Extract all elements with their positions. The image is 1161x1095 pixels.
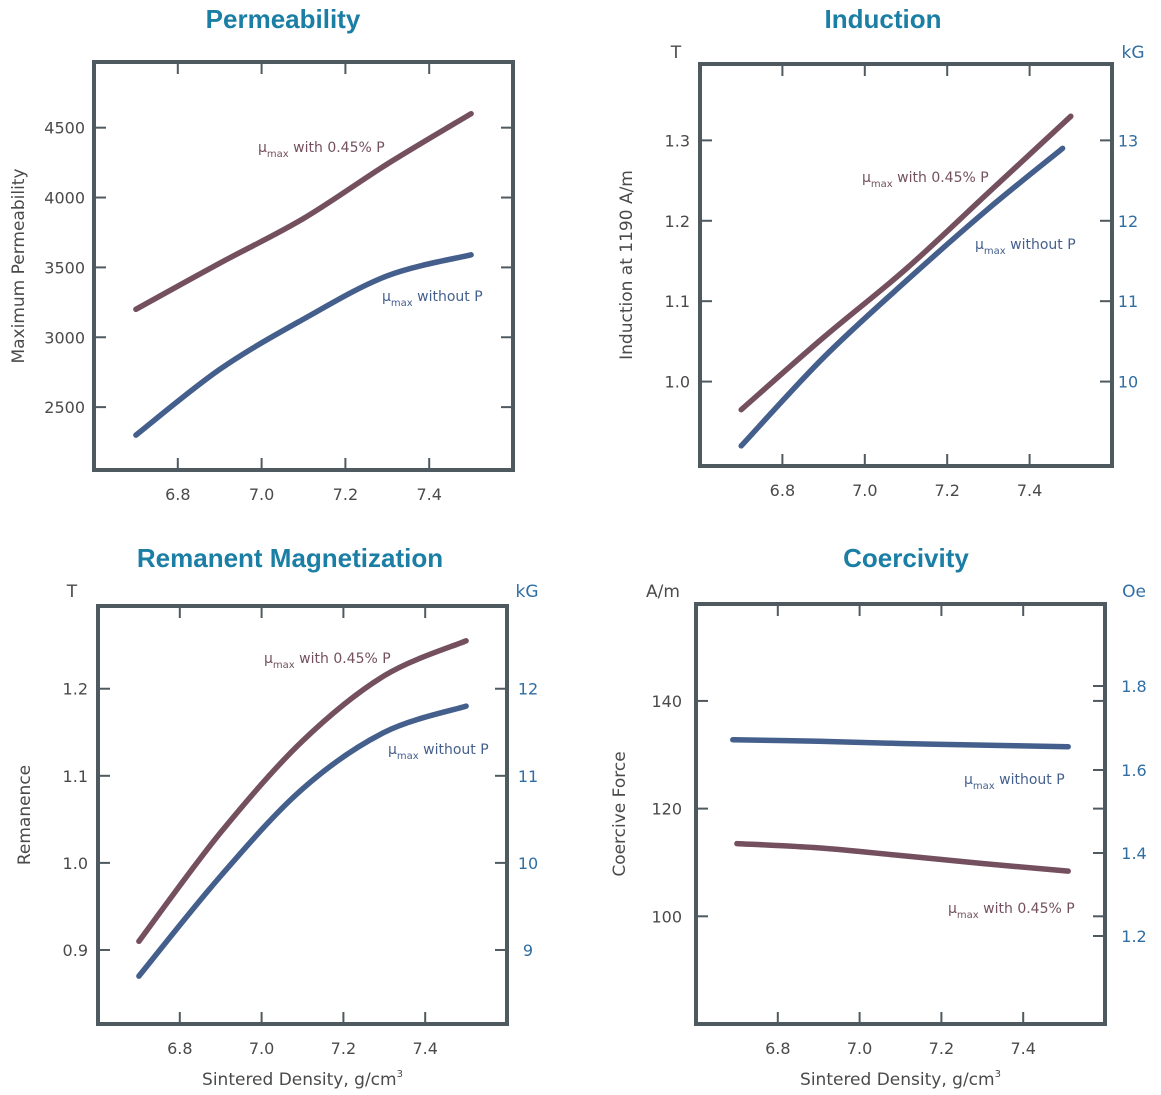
- series-label: μmax without P: [388, 742, 489, 762]
- series-line-2: [738, 145, 1066, 449]
- x-tick-label: 7.0: [852, 481, 877, 500]
- y-tick-label: 120: [651, 800, 682, 819]
- chart-panel-3: Remanent Magnetization 6.8 7.0 7.2 7.4 0.9 1.0…: [15, 543, 539, 1090]
- x-tick-label: 6.8: [770, 481, 795, 500]
- y-axis-label: Remanence: [15, 765, 35, 865]
- right-tick-label: 1.6: [1121, 761, 1146, 780]
- y-axis-label: Induction at 1190 A/m: [617, 170, 637, 360]
- chart-title: Remanent Magnetization: [137, 543, 443, 573]
- left-axis-unit: T: [66, 582, 78, 602]
- y-tick-label: 3000: [44, 328, 85, 347]
- y-tick-label: 1.0: [665, 373, 690, 392]
- chart-title: Coercivity: [843, 543, 969, 573]
- series-label: μmax without P: [382, 289, 483, 309]
- x-tick-label: 7.0: [249, 485, 274, 504]
- y-tick-label: 1.0: [63, 854, 88, 873]
- y-tick-label: 1.1: [665, 292, 690, 311]
- y-tick-label: 3500: [44, 258, 85, 277]
- y-tick-label: 2500: [44, 398, 85, 417]
- right-tick-label: 1.4: [1121, 844, 1146, 863]
- chart-title: Permeability: [206, 4, 361, 34]
- chart-panel-1: Permeability 6.8 7.0 7.2 7.4 2500 3000 3500 4000…: [9, 4, 515, 504]
- series-label: μmax without P: [964, 772, 1065, 792]
- series-label: μmax without P: [975, 237, 1076, 257]
- right-tick-label: 13: [1118, 131, 1138, 150]
- right-tick-label: 1.8: [1121, 677, 1146, 696]
- series-label: μmax with 0.45% P: [258, 140, 385, 160]
- right-tick-label: 11: [1118, 292, 1138, 311]
- right-tick-label: 12: [518, 680, 538, 699]
- chart-panel-4: Coercivity 6.8 7.0 7.2 7.4 100 120 140 1.2 1.4 1.6…: [610, 543, 1147, 1090]
- series-line-1: [133, 110, 474, 313]
- right-tick-label: 11: [518, 767, 538, 786]
- series-line-2: [136, 703, 469, 979]
- series-line-1: [136, 638, 469, 945]
- left-axis-unit: A/m: [646, 582, 680, 602]
- x-tick-label: 7.4: [412, 1039, 437, 1058]
- x-tick-label: 7.2: [331, 1039, 356, 1058]
- y-tick-label: 1.3: [665, 131, 690, 150]
- series-label: μmax with 0.45% P: [862, 170, 989, 190]
- right-tick-label: 10: [1118, 373, 1138, 392]
- series-label: μmax with 0.45% P: [948, 901, 1075, 921]
- plot-frame: [694, 602, 1107, 1026]
- series-line-2: [133, 252, 474, 438]
- y-tick-label: 0.9: [63, 941, 88, 960]
- y-axis-label: Coercive Force: [610, 751, 630, 876]
- right-axis-unit: kG: [1121, 43, 1144, 63]
- right-axis-unit: kG: [515, 582, 538, 602]
- plot-frame: [92, 60, 515, 472]
- x-tick-label: 6.8: [765, 1039, 790, 1058]
- series-label: μmax with 0.45% P: [264, 651, 391, 671]
- x-axis-label: Sintered Density, g/cm3: [800, 1069, 1001, 1090]
- x-tick-label: 6.8: [167, 1039, 192, 1058]
- series-line-1: [738, 113, 1074, 413]
- y-tick-label: 1.1: [63, 767, 88, 786]
- y-tick-label: 1.2: [665, 212, 690, 231]
- x-tick-label: 7.4: [1017, 481, 1042, 500]
- series-line-2: [734, 840, 1071, 874]
- y-tick-label: 4000: [44, 189, 85, 208]
- x-tick-label: 7.2: [934, 481, 959, 500]
- right-tick-label: 12: [1118, 212, 1138, 231]
- y-tick-label: 100: [651, 907, 682, 926]
- y-axis-label: Maximum Permeability: [9, 168, 29, 363]
- x-tick-label: 7.0: [847, 1039, 872, 1058]
- x-tick-label: 7.4: [416, 485, 441, 504]
- chart-title: Induction: [825, 4, 942, 34]
- series-line-1: [730, 736, 1071, 750]
- y-tick-label: 4500: [44, 119, 85, 138]
- x-tick-label: 7.0: [249, 1039, 274, 1058]
- plot-frame: [698, 62, 1114, 468]
- x-tick-label: 6.8: [165, 485, 190, 504]
- chart-panel-2: Induction 6.8 7.0 7.2 7.4 1.0 1.1 1.2 1.3 10 11 12 1…: [617, 4, 1145, 500]
- x-tick-label: 7.2: [333, 485, 358, 504]
- x-tick-label: 7.2: [929, 1039, 954, 1058]
- plot-frame: [96, 604, 509, 1026]
- y-tick-label: 1.2: [63, 680, 88, 699]
- right-tick-label: 9: [523, 941, 533, 960]
- y-tick-label: 140: [651, 692, 682, 711]
- x-axis-label: Sintered Density, g/cm3: [202, 1069, 403, 1090]
- right-tick-label: 10: [518, 854, 538, 873]
- right-tick-label: 1.2: [1121, 927, 1146, 946]
- right-axis-unit: Oe: [1122, 582, 1146, 602]
- left-axis-unit: T: [670, 43, 682, 63]
- x-tick-label: 7.4: [1010, 1039, 1035, 1058]
